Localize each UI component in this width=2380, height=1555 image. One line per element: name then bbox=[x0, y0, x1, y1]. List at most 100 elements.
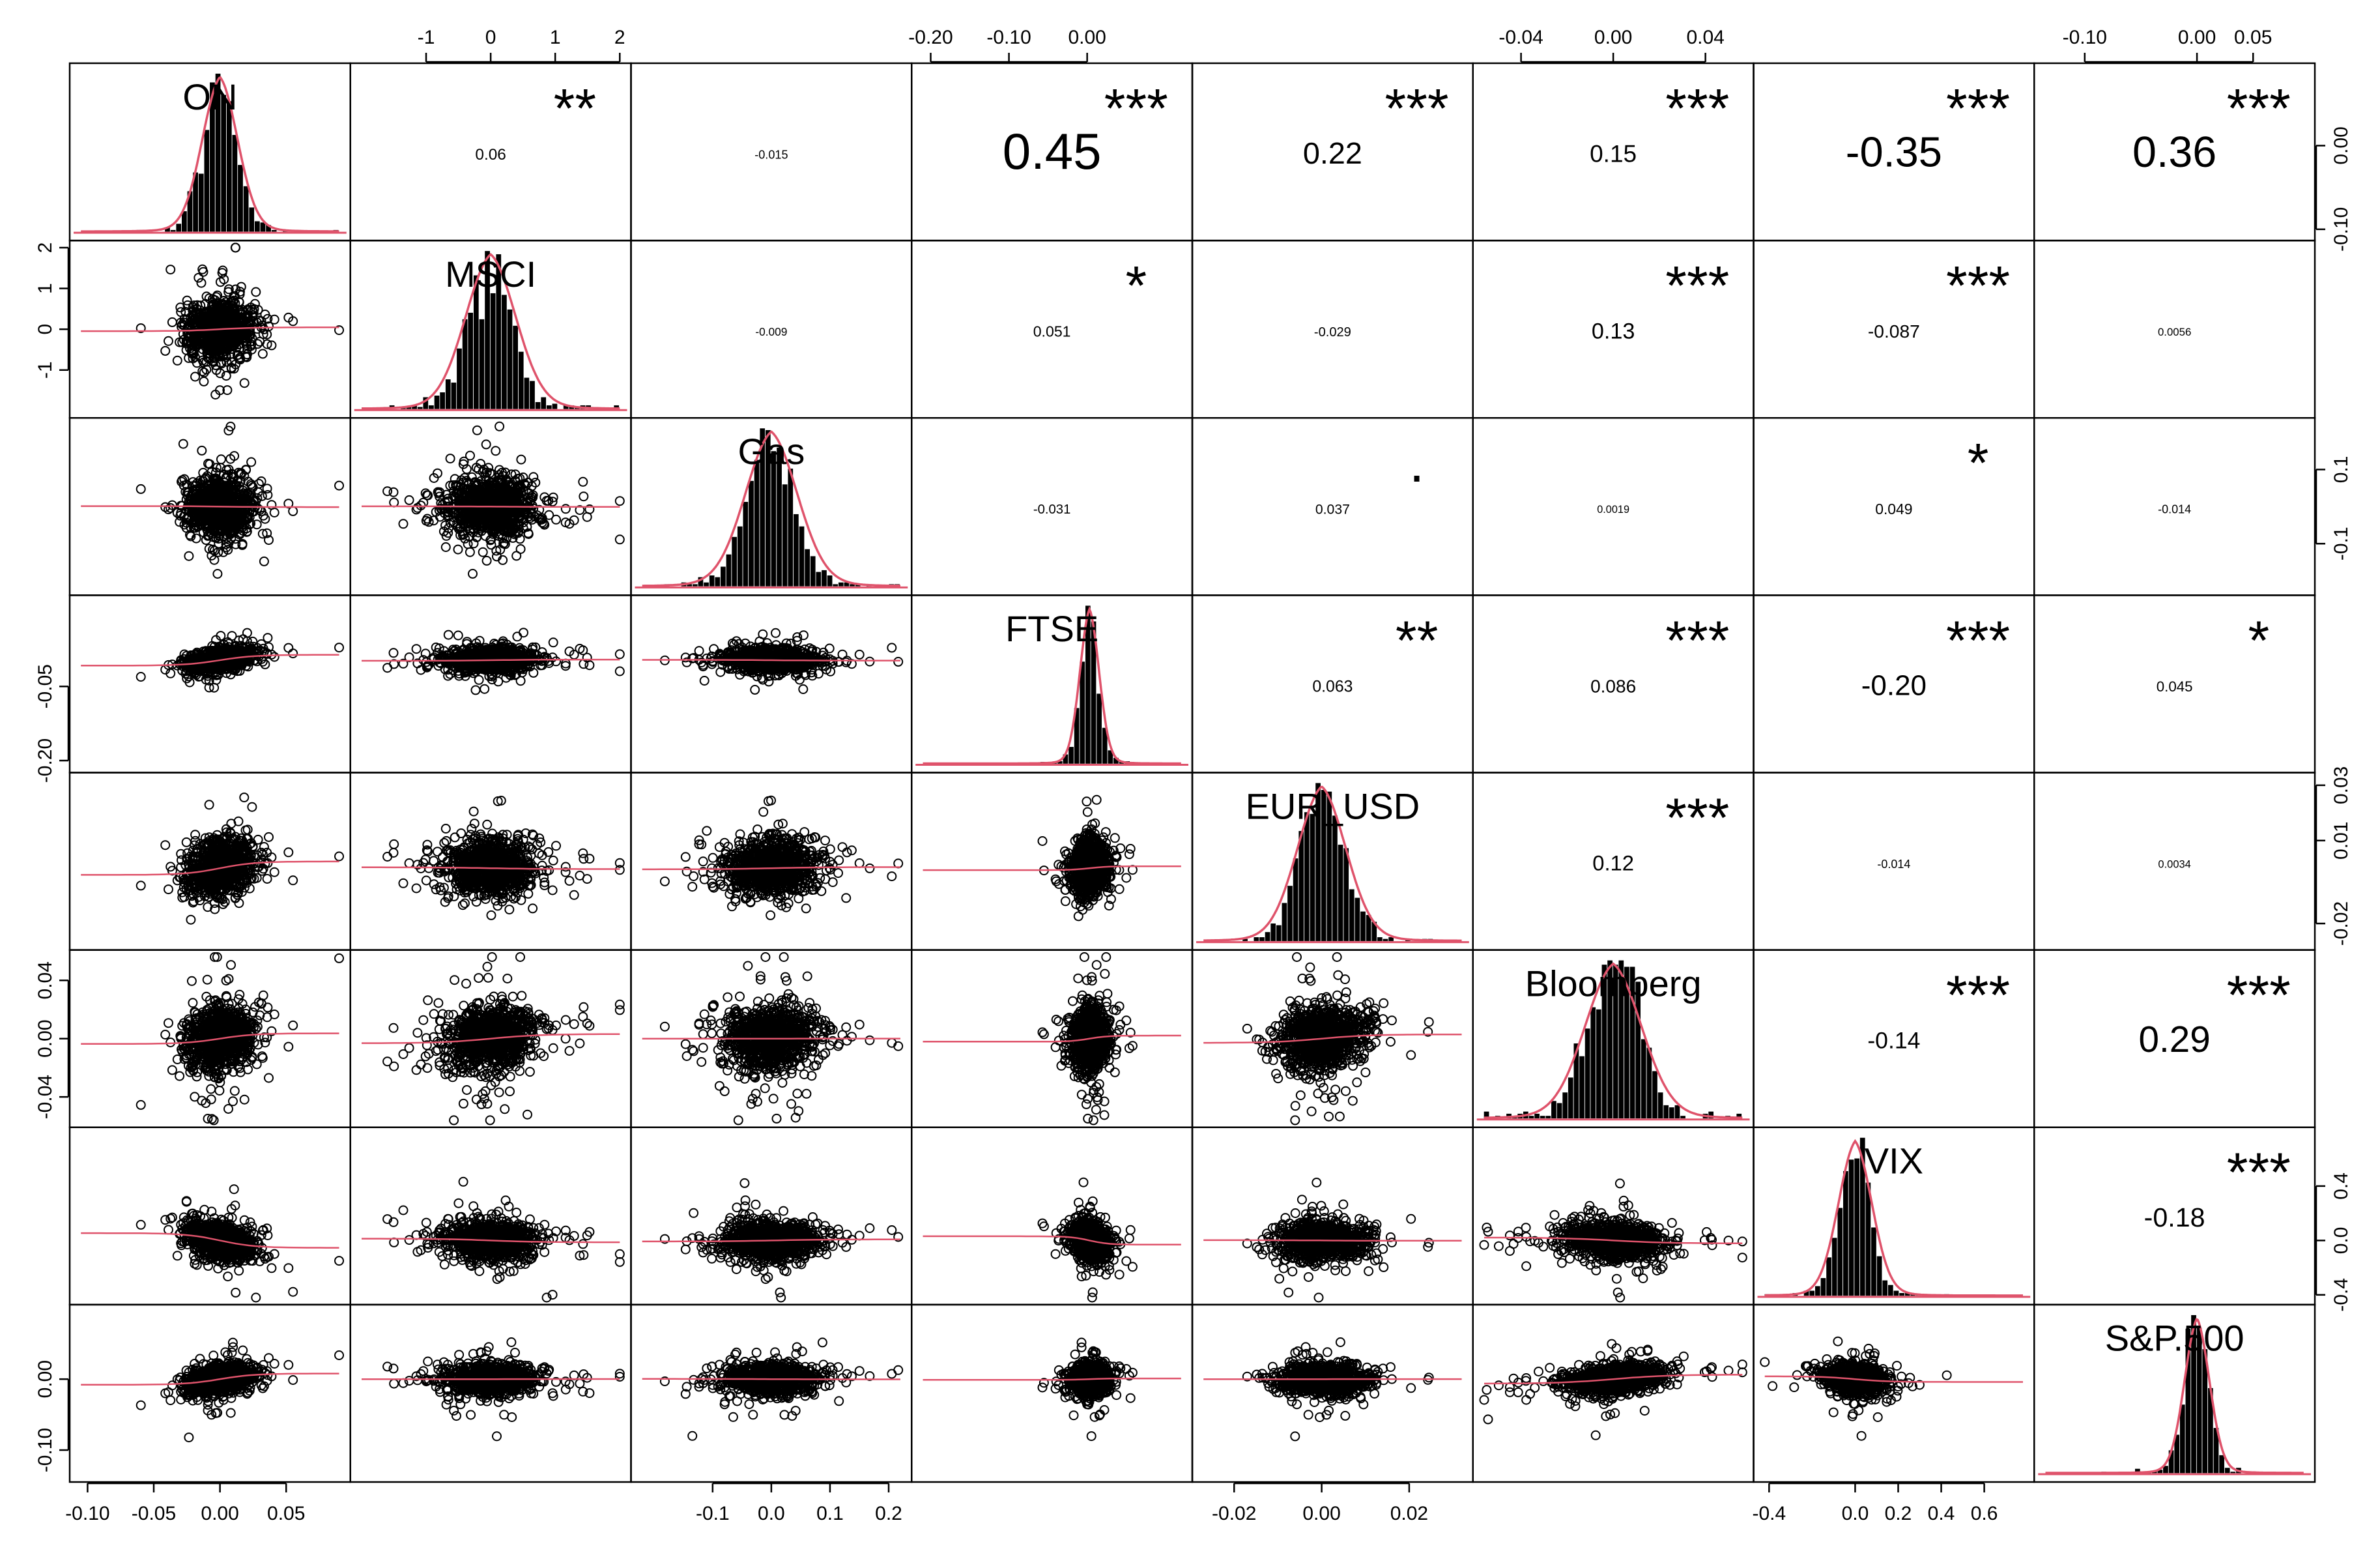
panel-msci-vix: -0.087*** bbox=[1754, 240, 2035, 418]
histogram-bar bbox=[710, 575, 714, 586]
correlation-value: 0.051 bbox=[1033, 323, 1071, 340]
scatter-point bbox=[184, 552, 193, 560]
correlation-value: 0.0056 bbox=[2158, 326, 2191, 338]
panel-msci-msci: MSCI bbox=[351, 240, 631, 418]
panel-gas-eur-usd: 0.037. bbox=[1192, 418, 1473, 595]
scatter-point bbox=[179, 440, 188, 448]
histogram-bar bbox=[177, 224, 181, 232]
panel-gas-bloomberg: 0.0019 bbox=[1473, 418, 1754, 595]
variable-label-on: ON bbox=[182, 76, 237, 117]
scatter-point bbox=[512, 551, 521, 560]
scatter-point bbox=[399, 519, 408, 528]
histogram-bar bbox=[474, 276, 478, 409]
scatter-point bbox=[482, 440, 491, 448]
histogram-bar bbox=[491, 293, 495, 409]
scatter-point bbox=[240, 379, 249, 387]
scatter-point bbox=[173, 356, 182, 365]
scatter-point bbox=[579, 478, 587, 486]
panel-gas-msci bbox=[351, 418, 631, 595]
histogram-bar bbox=[261, 223, 265, 231]
scatter-point bbox=[616, 497, 624, 505]
histogram-bar bbox=[839, 583, 843, 586]
scatter-point bbox=[289, 507, 297, 516]
scatter-point bbox=[442, 543, 450, 551]
histogram-bar bbox=[827, 575, 832, 586]
histogram-bar bbox=[754, 460, 759, 586]
histogram-bar bbox=[715, 577, 720, 586]
histogram-bar bbox=[704, 583, 708, 586]
scatter-point bbox=[579, 492, 588, 501]
scatter-point bbox=[213, 570, 222, 578]
scatter-point bbox=[552, 516, 560, 524]
histogram-bar bbox=[519, 352, 523, 409]
panel-grid: ON0.06**-0.015 0.45***0.22***0.15***-0.35… bbox=[70, 63, 2315, 1482]
panel-on-vix: -0.35*** bbox=[1754, 63, 2035, 240]
histogram-bar bbox=[199, 174, 203, 231]
histogram-bar bbox=[816, 572, 821, 586]
scatter-point bbox=[454, 545, 463, 554]
scatter-point bbox=[529, 472, 538, 481]
scatter-point bbox=[137, 485, 145, 493]
scatter-point bbox=[194, 274, 203, 282]
histogram-bar bbox=[524, 378, 529, 409]
correlation-value: 0.22 bbox=[1303, 136, 1362, 170]
histogram-bar bbox=[788, 469, 793, 586]
histogram-bar bbox=[238, 165, 242, 231]
histogram-bar bbox=[822, 570, 826, 586]
scatter-point bbox=[217, 455, 225, 463]
scatter-point bbox=[335, 482, 343, 490]
scatter-point bbox=[562, 504, 570, 513]
scatter-point bbox=[164, 337, 173, 345]
correlation-value: 0.36 bbox=[2132, 128, 2216, 177]
panel-gas-gas: Gas bbox=[631, 418, 912, 595]
histogram-bar bbox=[799, 527, 804, 586]
significance-stars: *** bbox=[2227, 78, 2291, 139]
histogram-bar bbox=[805, 549, 810, 586]
histogram-bar bbox=[255, 222, 259, 231]
scatter-point bbox=[166, 265, 175, 274]
fit-line bbox=[362, 506, 620, 507]
histogram-bar bbox=[794, 514, 798, 586]
histogram-bar bbox=[205, 130, 209, 231]
histogram-bar bbox=[272, 230, 276, 231]
histogram-bar bbox=[530, 381, 534, 409]
panel-on-msci: 0.06** bbox=[351, 63, 631, 240]
panel-msci-sandp-500: 0.0056 bbox=[2034, 240, 2315, 418]
correlation-value: -0.087 bbox=[1868, 321, 1920, 342]
histogram-bar bbox=[480, 319, 484, 409]
histogram-bar bbox=[547, 405, 551, 409]
panel-ftse-on bbox=[70, 595, 351, 772]
panel-on-on: ON bbox=[70, 63, 351, 240]
scatter-point bbox=[247, 458, 255, 467]
scatter-point bbox=[468, 570, 477, 578]
scatter-point bbox=[616, 535, 624, 544]
histogram-bar bbox=[429, 405, 433, 409]
scatter-point bbox=[466, 548, 474, 557]
histogram-bar bbox=[732, 537, 737, 586]
correlation-value: -0.031 bbox=[1033, 502, 1071, 517]
panel-gas-vix: 0.049* bbox=[1754, 418, 2035, 595]
scatter-point bbox=[168, 318, 177, 327]
histogram-bar bbox=[508, 310, 512, 409]
scatter-point bbox=[243, 629, 251, 637]
significance-stars: * bbox=[1968, 432, 1989, 493]
significance-stars: *** bbox=[1385, 78, 1449, 139]
correlation-value: -0.029 bbox=[1314, 325, 1351, 340]
scatter-point bbox=[491, 446, 500, 455]
scatter-point bbox=[259, 349, 267, 358]
scatter-point bbox=[137, 673, 145, 681]
scatter-point bbox=[479, 548, 487, 557]
panel-msci-gas: -0.009 bbox=[631, 240, 912, 418]
correlation-value: -0.015 bbox=[754, 148, 788, 161]
panel-gas-on bbox=[70, 418, 351, 595]
histogram-bar bbox=[457, 349, 461, 409]
histogram-bar bbox=[468, 313, 473, 409]
histogram-bar bbox=[693, 585, 697, 587]
scatter-point bbox=[197, 279, 206, 287]
significance-stars: * bbox=[1125, 255, 1147, 316]
histogram-bar bbox=[452, 383, 456, 409]
significance-stars: *** bbox=[1104, 78, 1168, 139]
panel-msci-bloomberg: 0.13*** bbox=[1473, 240, 1754, 418]
scatter-point bbox=[517, 456, 525, 464]
scatter-point bbox=[197, 446, 206, 455]
